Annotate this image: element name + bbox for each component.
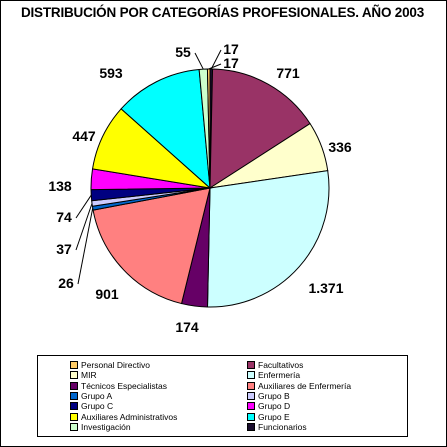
legend-swatch bbox=[70, 412, 78, 421]
data-label-grupo-b: 37 bbox=[56, 241, 72, 257]
legend-label: Técnicos Especialistas bbox=[81, 380, 167, 391]
leader-line-grupo-b bbox=[75, 203, 93, 251]
legend-item-grupo-d: Grupo D bbox=[247, 401, 290, 411]
legend-label: Enfermería bbox=[258, 370, 301, 381]
leader-line-funcionarios bbox=[210, 49, 222, 70]
legend-label: Grupo E bbox=[258, 411, 290, 422]
data-label-facultativos: 771 bbox=[276, 65, 300, 81]
leader-line-personal-directivo bbox=[208, 63, 222, 70]
chart-title: DISTRIBUCIÓN POR CATEGORÍAS PROFESIONALE… bbox=[20, 5, 425, 20]
legend-label: Facultativos bbox=[258, 360, 304, 370]
data-label-funcionarios: 17 bbox=[223, 41, 239, 57]
legend-swatch bbox=[247, 371, 255, 380]
pie-chart: 17 771 336 1.371 174 901 26 37 74 138 447 593 55 17 bbox=[48, 41, 352, 335]
legend-label: Auxiliares Administrativos bbox=[81, 411, 178, 422]
legend-label: Funcionarios bbox=[258, 421, 307, 432]
legend-label: Investigación bbox=[81, 421, 131, 432]
legend-swatch bbox=[70, 371, 78, 380]
legend-label: Grupo B bbox=[258, 390, 290, 401]
legend-swatch bbox=[70, 361, 78, 369]
legend-item-investigacion: Investigación bbox=[70, 422, 131, 432]
legend-label: Personal Directivo bbox=[81, 360, 150, 370]
legend-swatch bbox=[70, 391, 78, 400]
legend-item-grupo-c: Grupo C bbox=[70, 401, 113, 411]
leader-line-grupo-c bbox=[75, 194, 92, 219]
legend-label: Grupo A bbox=[81, 390, 113, 401]
data-label-auxiliares-de-enfermeria: 901 bbox=[95, 286, 119, 302]
pie-slice-facultativos bbox=[209, 68, 311, 189]
data-label-tecnicos-especialistas: 174 bbox=[175, 319, 199, 335]
legend-item-facultativos: Facultativos bbox=[247, 360, 303, 370]
legend-item-enfermeria: Enfermería bbox=[247, 370, 300, 380]
data-label-grupo-e: 593 bbox=[99, 65, 123, 81]
legend-item-mir: MIR bbox=[70, 370, 97, 380]
legend-item-tecnicos-especialistas: Técnicos Especialistas bbox=[70, 381, 167, 391]
legend-swatch bbox=[247, 361, 255, 369]
data-label-mir: 336 bbox=[328, 139, 352, 155]
legend-label: Auxiliares de Enfermería bbox=[258, 380, 352, 391]
legend-item-grupo-a: Grupo A bbox=[70, 391, 112, 401]
chart-legend: Personal Directivo Facultativos MIR Enferme… bbox=[37, 355, 408, 437]
data-label-enfermeria: 1.371 bbox=[308, 280, 343, 296]
legend-label: Grupo C bbox=[81, 401, 114, 412]
data-label-auxiliares-administrativos: 447 bbox=[72, 128, 96, 144]
leader-line-investigacion bbox=[194, 52, 204, 70]
legend-swatch bbox=[70, 422, 78, 431]
pie-slice-auxiliares-de-enfermeria bbox=[92, 187, 211, 305]
legend-swatch bbox=[70, 402, 78, 411]
data-label-grupo-c: 74 bbox=[56, 209, 72, 225]
data-label-investigacion: 55 bbox=[175, 44, 191, 60]
legend-swatch bbox=[70, 381, 78, 390]
legend-item-grupo-b: Grupo B bbox=[247, 391, 290, 401]
data-label-grupo-d: 138 bbox=[48, 178, 72, 194]
legend-item-funcionarios: Funcionarios bbox=[247, 422, 307, 432]
legend-label: Grupo D bbox=[258, 401, 291, 412]
leader-line-grupo-a bbox=[77, 208, 94, 285]
legend-item-grupo-e: Grupo E bbox=[247, 412, 290, 422]
legend-swatch bbox=[247, 402, 255, 411]
legend-swatch bbox=[247, 422, 255, 431]
data-label-personal-directivo: 17 bbox=[223, 55, 239, 71]
pie-slice-enfermeria bbox=[206, 170, 330, 308]
pie-slice-grupo-e bbox=[120, 68, 211, 190]
legend-label: MIR bbox=[81, 370, 97, 381]
legend-swatch bbox=[247, 391, 255, 400]
data-label-grupo-a: 26 bbox=[58, 275, 74, 291]
legend-item-personal-directivo: Personal Directivo bbox=[70, 360, 150, 370]
legend-swatch bbox=[247, 412, 255, 421]
legend-swatch bbox=[247, 381, 255, 390]
legend-item-auxiliares-administrativos: Auxiliares Administrativos bbox=[70, 412, 177, 422]
legend-item-auxiliares-de-enfermeria: Auxiliares de Enfermería bbox=[247, 381, 351, 391]
